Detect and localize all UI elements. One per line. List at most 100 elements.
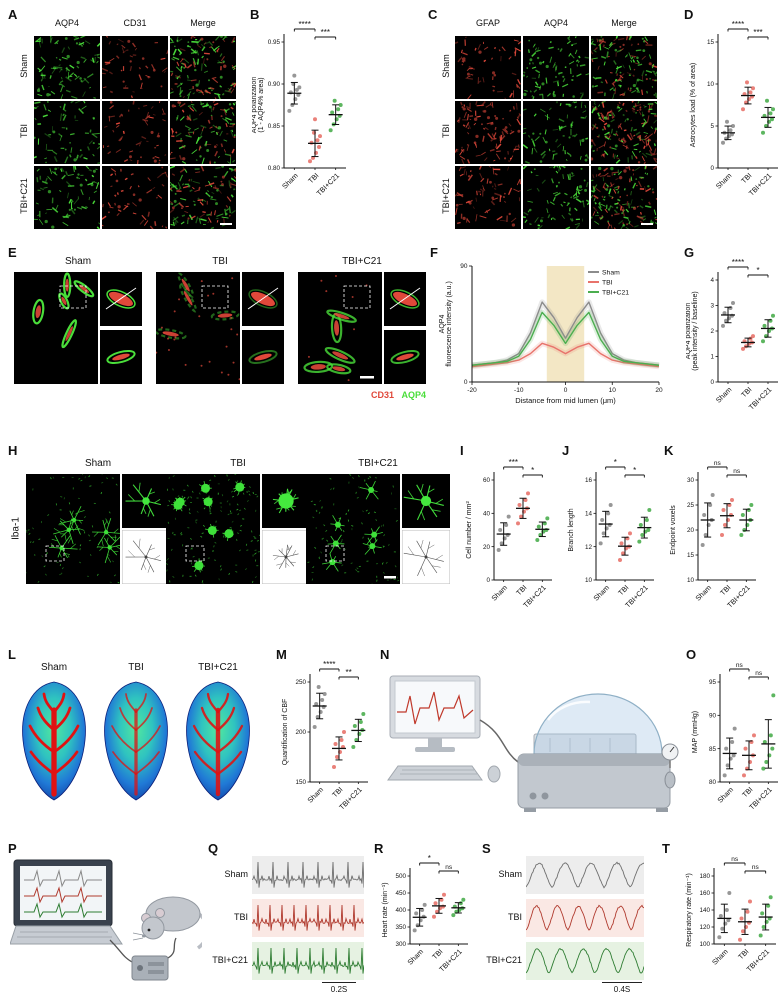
panel-q-scalebar — [322, 982, 356, 983]
panel-c-col-header-aqp4: AQP4 — [543, 18, 568, 28]
svg-text:0: 0 — [710, 165, 714, 172]
panel-l-cbf-map-tbi — [104, 681, 168, 801]
svg-text:25: 25 — [687, 502, 695, 509]
panel-c-col-header-merge: Merge — [611, 18, 637, 28]
svg-text:****: **** — [298, 20, 310, 29]
panel-e-inset-top-tbi+c21 — [384, 272, 426, 326]
panel-q-row-label-sham: Sham — [224, 869, 248, 879]
svg-text:Astrocytes load (% of area): Astrocytes load (% of area) — [690, 63, 697, 147]
mouse — [487, 765, 501, 783]
svg-text:TBI: TBI — [718, 583, 732, 597]
svg-text:AQP4 polarization: AQP4 polarization — [252, 77, 258, 134]
svg-text:500: 500 — [395, 873, 406, 880]
svg-text:0: 0 — [710, 379, 714, 386]
panel-c-image-tbi-gfap — [455, 101, 521, 164]
panel-e-inset-bottom-sham — [100, 330, 142, 384]
panel-e-image-tbi+c21 — [298, 272, 382, 384]
panel-c-row-label-tbi: TBI — [441, 124, 451, 139]
svg-text:140: 140 — [699, 907, 710, 914]
svg-text:150: 150 — [295, 779, 306, 786]
svg-text:0: 0 — [486, 577, 490, 584]
panel-s-label: S — [482, 841, 491, 856]
svg-text:10: 10 — [609, 387, 617, 394]
panel-s-row-label-tbi: TBI — [507, 912, 522, 922]
svg-text:5: 5 — [710, 123, 714, 130]
panel-l-cbf-map-sham — [22, 681, 86, 801]
panel-a-row-label-tbic21: TBI+C21 — [19, 178, 29, 214]
svg-text:Sham: Sham — [715, 785, 735, 805]
svg-text:90: 90 — [709, 713, 717, 720]
amplifier-box — [131, 955, 169, 981]
svg-text:20: 20 — [655, 387, 663, 394]
svg-text:Sham: Sham — [305, 785, 325, 805]
svg-text:40: 40 — [483, 511, 491, 518]
panel-a-image-tbi-merge — [170, 101, 236, 164]
cable — [479, 719, 519, 763]
svg-text:ns: ns — [733, 468, 741, 475]
svg-text:90: 90 — [460, 263, 468, 270]
panel-s-scale-label: 0.4S — [613, 985, 631, 994]
panel-a-image-tbi-aqp4 — [34, 101, 100, 164]
svg-text:0.80: 0.80 — [268, 165, 281, 172]
panel-e-group-label-tbi: TBI — [212, 256, 228, 267]
panel-e-image-tbi — [156, 272, 240, 384]
panel-r-label: R — [374, 841, 384, 856]
svg-text:16: 16 — [585, 477, 593, 484]
pressure-gauge — [661, 743, 679, 789]
panel-i-label: I — [460, 443, 464, 458]
svg-text:0.85: 0.85 — [268, 123, 281, 130]
svg-text:TBI+C21: TBI+C21 — [602, 290, 629, 297]
panel-s-scalebar — [602, 982, 642, 983]
svg-text:Sham: Sham — [710, 947, 730, 967]
panel-h-inset-skeleton-sham — [122, 530, 170, 584]
svg-text:0: 0 — [464, 379, 468, 386]
panel-e-inset-top-tbi — [242, 272, 284, 326]
panel-l-label: L — [8, 647, 16, 662]
panel-a-image-sham-cd31 — [102, 36, 168, 99]
svg-text:3: 3 — [710, 303, 714, 310]
svg-text:200: 200 — [295, 729, 306, 736]
panel-c-image-sham-aqp4 — [523, 36, 589, 99]
svg-text:10: 10 — [585, 577, 593, 584]
laser-speckle-setup-illustration — [387, 675, 679, 812]
svg-text:***: *** — [321, 28, 330, 37]
svg-text:****: **** — [732, 20, 744, 29]
svg-text:Distance from mid lumen (μm): Distance from mid lumen (μm) — [515, 396, 616, 405]
panel-q-trace-tbi+c21 — [252, 942, 364, 980]
panel-e-group-label-sham: Sham — [64, 256, 92, 267]
panel-s-trace-tbi — [526, 899, 644, 937]
svg-text:Sham: Sham — [714, 385, 734, 405]
panel-h-inset-cell-tbi+c21 — [402, 474, 450, 528]
svg-text:Respiratory rate (min⁻¹): Respiratory rate (min⁻¹) — [686, 873, 693, 947]
svg-text:ns: ns — [755, 670, 763, 677]
panel-h-image-tbi+c21 — [306, 474, 400, 584]
panel-c-image-sham-gfap — [455, 36, 521, 99]
svg-text:0.95: 0.95 — [268, 39, 281, 46]
laptop — [10, 859, 123, 945]
svg-text:AQP4 polarization: AQP4 polarization — [686, 303, 692, 360]
panel-c-image-tbi+c21-merge — [591, 166, 657, 229]
svg-text:80: 80 — [709, 779, 717, 786]
keyboard — [387, 765, 483, 781]
svg-text:*: * — [531, 466, 534, 475]
svg-text:TBI: TBI — [602, 280, 613, 287]
svg-text:30: 30 — [687, 477, 695, 484]
svg-text:ns: ns — [731, 856, 739, 863]
svg-text:95: 95 — [709, 679, 717, 686]
svg-text:-20: -20 — [467, 387, 477, 394]
panel-l-group-label-tbic21: TBI+C21 — [198, 662, 238, 673]
dome — [533, 693, 663, 755]
svg-text:TBI: TBI — [330, 785, 344, 799]
svg-text:AQP4: AQP4 — [439, 315, 446, 334]
svg-text:300: 300 — [395, 941, 406, 948]
svg-text:ns: ns — [445, 864, 453, 871]
svg-text:Heart rate (min⁻¹): Heart rate (min⁻¹) — [382, 882, 389, 937]
svg-text:(peak intensity / baseline): (peak intensity / baseline) — [692, 291, 699, 370]
cable-laptop — [109, 939, 133, 963]
svg-text:-10: -10 — [514, 387, 524, 394]
svg-text:fluorescence intensity (a.u.): fluorescence intensity (a.u.) — [446, 281, 453, 367]
